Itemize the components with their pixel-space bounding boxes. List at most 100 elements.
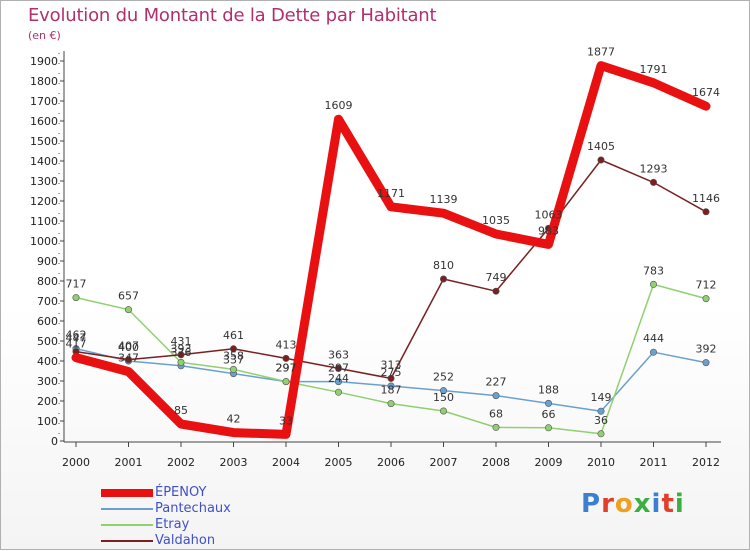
data-label: 42: [227, 413, 241, 426]
y-tick-label: 700: [37, 295, 58, 308]
data-label: 297: [328, 362, 349, 375]
y-tick-label: 300: [37, 375, 58, 388]
data-label: 1063: [535, 208, 563, 221]
x-tick-label: 2008: [482, 456, 510, 469]
data-point: [177, 351, 185, 359]
data-point: [439, 275, 447, 283]
data-label: 36: [594, 414, 608, 427]
data-point: [492, 392, 500, 400]
data-point: [334, 378, 342, 386]
y-tick-label: 1200: [30, 195, 58, 208]
logo-letter: i: [674, 489, 685, 519]
y-tick-label: 900: [37, 255, 58, 268]
data-label: 85: [174, 404, 188, 417]
data-label: 33: [279, 414, 293, 427]
data-point: [702, 359, 710, 367]
data-label: 188: [538, 383, 559, 396]
data-point: [72, 294, 80, 302]
data-label: 347: [118, 352, 139, 365]
legend-swatch: [101, 508, 153, 510]
data-label: 358: [223, 349, 244, 362]
data-label: 783: [643, 264, 664, 277]
x-tick-label: 2006: [377, 456, 405, 469]
logo-letter: o: [614, 489, 634, 519]
data-label: 1139: [430, 193, 458, 206]
data-point: [439, 407, 447, 415]
logo-letter: P: [581, 489, 602, 519]
data-label: 1674: [692, 86, 720, 99]
data-point: [492, 423, 500, 431]
data-label: 717: [66, 278, 87, 291]
logo-letter: r: [601, 489, 615, 519]
data-label: 461: [223, 329, 244, 342]
data-label: 1146: [692, 192, 720, 205]
proxiti-logo: Proxiti: [581, 489, 685, 519]
data-label: 431: [171, 335, 192, 348]
legend-swatch: [101, 489, 153, 497]
data-label: 393: [171, 342, 192, 355]
x-tick-label: 2012: [692, 456, 720, 469]
data-point: [597, 156, 605, 164]
y-tick-label: 1400: [30, 155, 58, 168]
data-point: [702, 295, 710, 303]
x-tick-label: 2007: [430, 456, 458, 469]
chart-title: Evolution du Montant de la Dette par Hab…: [28, 5, 437, 26]
data-point: [125, 306, 133, 314]
data-label: 1877: [587, 46, 615, 59]
y-tick-label: 100: [37, 415, 58, 428]
data-label: 444: [643, 332, 664, 345]
data-point: [334, 388, 342, 396]
data-label: 149: [591, 391, 612, 404]
y-tick-label: 1900: [30, 55, 58, 68]
data-point: [702, 208, 710, 216]
y-tick-label: 1500: [30, 135, 58, 148]
logo-letter: t: [661, 489, 675, 519]
data-point: [125, 356, 133, 364]
y-tick-label: 400: [37, 355, 58, 368]
chart-subtitle: (en €): [28, 29, 61, 42]
data-label: 187: [381, 384, 402, 397]
y-tick-label: 1600: [30, 115, 58, 128]
data-label: 68: [489, 407, 503, 420]
legend-swatch: [101, 524, 153, 526]
data-label: 297: [276, 362, 297, 375]
data-label: 1405: [587, 140, 615, 153]
data-point: [387, 382, 395, 390]
data-point: [544, 424, 552, 432]
x-tick-label: 2009: [535, 456, 563, 469]
data-labels-layer: 417 347 85 42 33 1609 1171 1139 1035 983 1877 1791 1…: [66, 46, 721, 428]
data-label: 376: [171, 346, 192, 359]
data-point: [649, 280, 657, 288]
logo-letter: i: [651, 489, 662, 519]
x-tick-label: 2003: [220, 456, 248, 469]
data-label: 417: [66, 338, 87, 351]
data-label: 227: [486, 376, 507, 389]
data-label: 337: [223, 354, 244, 367]
y-tick-label: 1800: [30, 75, 58, 88]
series-line-épenoy: [71, 61, 711, 439]
data-label: 413: [276, 338, 297, 351]
data-label: 1609: [325, 99, 353, 112]
x-tick-label: 2005: [325, 456, 353, 469]
legend-label: ÉPENOY: [155, 485, 207, 500]
data-label: 983: [538, 224, 559, 237]
data-label: 275: [381, 366, 402, 379]
data-label: 150: [433, 391, 454, 404]
legend-label: Valdahon: [155, 533, 216, 548]
data-label: 447: [66, 332, 87, 345]
data-label: 66: [542, 408, 556, 421]
data-point: [387, 374, 395, 382]
data-point: [439, 387, 447, 395]
data-label: 657: [118, 290, 139, 303]
data-label: 712: [696, 279, 717, 292]
data-point: [492, 287, 500, 295]
data-label: 313: [381, 358, 402, 371]
data-point: [282, 354, 290, 362]
legend-label: Pantechaux: [155, 501, 231, 516]
y-tick-label: 1300: [30, 175, 58, 188]
data-point: [597, 430, 605, 438]
x-tick-label: 2004: [272, 456, 300, 469]
data-point: [649, 348, 657, 356]
